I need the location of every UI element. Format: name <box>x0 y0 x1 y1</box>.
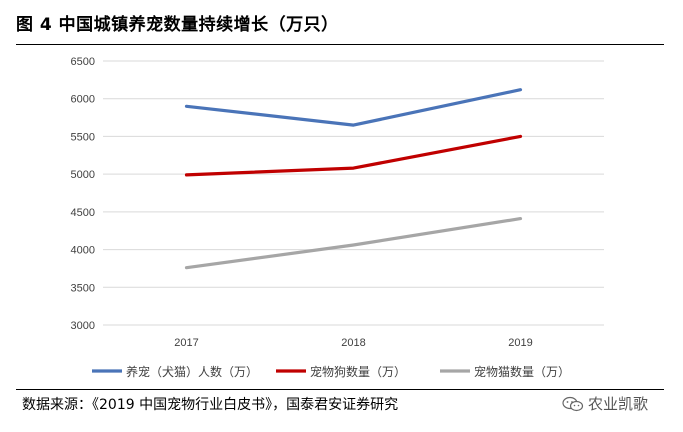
y-tick-label-4500: 4500 <box>71 207 95 219</box>
y-tick-label-5000: 5000 <box>71 169 95 181</box>
x-tick-label-2019: 2019 <box>508 337 532 349</box>
y-tick-label-4000: 4000 <box>71 245 95 257</box>
y-tick-label-6500: 6500 <box>71 56 95 68</box>
legend-label-1: 宠物狗数量（万） <box>310 364 406 379</box>
y-tick-label-6000: 6000 <box>71 94 95 106</box>
series-line-1 <box>184 134 523 177</box>
y-tick-label-5500: 5500 <box>71 131 95 143</box>
x-tick-label-2018: 2018 <box>341 337 365 349</box>
y-tick-label-3500: 3500 <box>71 282 95 294</box>
source-note: 数据来源：《2019 中国宠物行业白皮书》，国泰君安证券研究 <box>22 397 399 413</box>
legend-label-0: 养宠（犬猫）人数（万） <box>126 364 258 379</box>
series-line-0 <box>184 88 523 127</box>
wechat-icon <box>562 396 584 411</box>
legend-label-2: 宠物猫数量（万） <box>474 364 570 379</box>
x-tick-label-2017: 2017 <box>174 337 198 349</box>
bottom-divider <box>16 389 664 390</box>
y-tick-label-3000: 3000 <box>71 320 95 332</box>
watermark-text: 农业凯歌 <box>588 395 649 413</box>
series-line-2 <box>184 217 523 270</box>
watermark: 农业凯歌 <box>562 393 648 414</box>
chart-title: 图 4 中国城镇养宠数量持续增长（万只） <box>16 15 339 35</box>
top-divider <box>16 44 664 45</box>
